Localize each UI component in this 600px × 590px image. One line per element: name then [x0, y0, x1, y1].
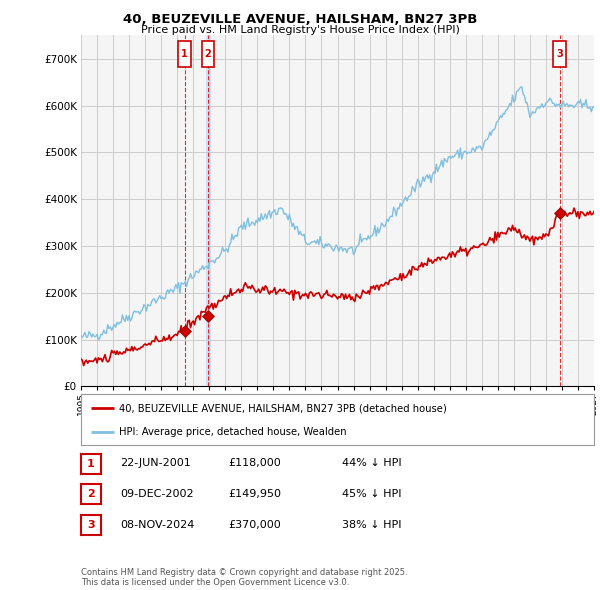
Text: 2: 2 [87, 490, 95, 499]
Text: 38% ↓ HPI: 38% ↓ HPI [342, 520, 401, 529]
Text: 3: 3 [556, 49, 563, 59]
Bar [560, 35, 594, 386]
Text: 44% ↓ HPI: 44% ↓ HPI [342, 458, 401, 468]
Text: 3: 3 [87, 520, 95, 530]
Text: £149,950: £149,950 [228, 489, 281, 499]
Text: Price paid vs. HM Land Registry's House Price Index (HPI): Price paid vs. HM Land Registry's House … [140, 25, 460, 35]
FancyBboxPatch shape [202, 41, 214, 67]
Bar [206, 35, 210, 386]
Text: £118,000: £118,000 [228, 458, 281, 468]
Text: 1: 1 [87, 459, 95, 468]
FancyBboxPatch shape [178, 41, 191, 67]
Text: 40, BEUZEVILLE AVENUE, HAILSHAM, BN27 3PB (detached house): 40, BEUZEVILLE AVENUE, HAILSHAM, BN27 3P… [119, 403, 447, 413]
FancyBboxPatch shape [553, 41, 566, 67]
Text: 1: 1 [181, 49, 188, 59]
Text: 08-NOV-2024: 08-NOV-2024 [120, 520, 194, 529]
Text: 40, BEUZEVILLE AVENUE, HAILSHAM, BN27 3PB: 40, BEUZEVILLE AVENUE, HAILSHAM, BN27 3P… [123, 13, 477, 26]
Text: HPI: Average price, detached house, Wealden: HPI: Average price, detached house, Weal… [119, 428, 347, 437]
Text: 09-DEC-2002: 09-DEC-2002 [120, 489, 194, 499]
Text: Contains HM Land Registry data © Crown copyright and database right 2025.
This d: Contains HM Land Registry data © Crown c… [81, 568, 407, 587]
Text: 2: 2 [205, 49, 211, 59]
Text: £370,000: £370,000 [228, 520, 281, 529]
Text: 22-JUN-2001: 22-JUN-2001 [120, 458, 191, 468]
Text: 45% ↓ HPI: 45% ↓ HPI [342, 489, 401, 499]
